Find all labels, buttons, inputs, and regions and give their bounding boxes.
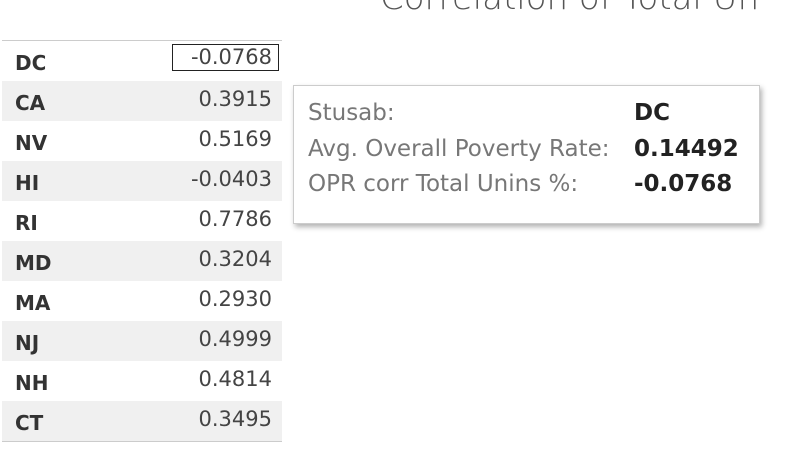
tooltip-value: -0.0768 [634, 171, 733, 197]
value-cell: 0.3204 [198, 247, 272, 271]
tooltip-label: Stusab: [308, 100, 395, 126]
value-cell: 0.7786 [198, 207, 272, 231]
state-label: CT [15, 411, 44, 435]
tooltip-label: OPR corr Total Unins %: [308, 171, 579, 197]
tooltip: Stusab: DC Avg. Overall Poverty Rate: 0.144… [293, 85, 760, 224]
table-row[interactable]: NV 0.5169 [2, 121, 282, 161]
table-row[interactable]: CA 0.3915 [2, 81, 282, 121]
tooltip-label: Avg. Overall Poverty Rate: [308, 136, 610, 162]
value-cell: -0.0403 [190, 167, 272, 191]
value-cell: 0.3495 [198, 407, 272, 431]
state-label: NH [15, 371, 49, 395]
state-label: NJ [15, 331, 40, 355]
state-label: DC [15, 51, 47, 75]
table-row[interactable]: NH 0.4814 [2, 361, 282, 401]
table-row[interactable]: MD 0.3204 [2, 241, 282, 281]
state-label: MA [15, 291, 51, 315]
state-label: MD [15, 251, 52, 275]
table-row[interactable]: CT 0.3495 [2, 401, 282, 441]
value-cell: 0.3915 [198, 87, 272, 111]
value-cell: 0.5169 [198, 127, 272, 151]
table-row[interactable]: DC -0.0768 [2, 41, 282, 81]
table: DC -0.0768 CA 0.3915 NV 0.5169 HI -0.0403 RI 0.77… [2, 40, 282, 442]
value-cell: 0.4814 [198, 367, 272, 391]
state-label: RI [15, 211, 38, 235]
title: Correlation of Total Un [380, 0, 759, 18]
tooltip-value: DC [634, 100, 670, 126]
table-row[interactable]: RI 0.7786 [2, 201, 282, 241]
state-label: NV [15, 131, 48, 155]
table-row[interactable]: MA 0.2930 [2, 281, 282, 321]
table-row[interactable]: NJ 0.4999 [2, 321, 282, 361]
state-label: CA [15, 91, 46, 115]
value-cell: 0.2930 [198, 287, 272, 311]
table-row[interactable]: HI -0.0403 [2, 161, 282, 201]
tooltip-value: 0.14492 [634, 136, 739, 162]
value-cell: -0.0768 [171, 44, 280, 71]
state-label: HI [15, 171, 40, 195]
value-cell: 0.4999 [198, 327, 272, 351]
